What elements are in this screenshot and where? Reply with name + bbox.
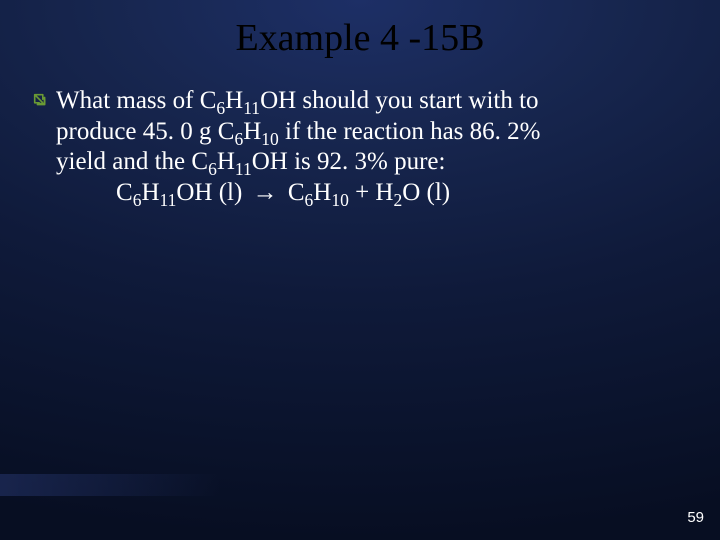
- text-frag: C: [282, 179, 305, 206]
- sub: 10: [331, 190, 349, 210]
- bullet-item: What mass of C6H11OH should you start wi…: [32, 86, 692, 208]
- sub: 2: [393, 190, 402, 210]
- bullet-arrow-icon: [32, 92, 50, 110]
- text-frag: OH is 92. 3% pure:: [252, 148, 446, 175]
- text-frag: H: [225, 87, 243, 114]
- sub: 6: [216, 98, 225, 118]
- slide-title: Example 4 -15B: [0, 0, 720, 60]
- decorative-flare: [0, 474, 220, 496]
- text-frag: if the reaction has 86. 2%: [279, 118, 541, 145]
- line-2: produce 45. 0 g C6H10 if the reaction ha…: [56, 117, 692, 148]
- sub: 6: [305, 190, 314, 210]
- text-frag: OH should you start with to: [260, 87, 538, 114]
- page-number: 59: [687, 509, 704, 526]
- slide: Example 4 -15B What mass of C6H11OH shou…: [0, 0, 720, 540]
- sub: 6: [234, 129, 243, 149]
- text-frag: OH (l): [176, 179, 248, 206]
- reaction-arrow: →: [249, 178, 282, 209]
- sub: 11: [243, 98, 260, 118]
- text-frag: C: [116, 179, 133, 206]
- sub: 11: [235, 159, 252, 179]
- sub: 11: [160, 190, 177, 210]
- text-frag: yield and the C: [56, 148, 208, 175]
- text-frag: H: [243, 118, 261, 145]
- text-frag: H: [313, 179, 331, 206]
- text-frag: H: [217, 148, 235, 175]
- bullet-text: What mass of C6H11OH should you start wi…: [56, 86, 692, 208]
- equation-line: C6H11OH (l) → C6H10 + H2O (l): [56, 178, 692, 209]
- text-frag: produce 45. 0 g C: [56, 118, 234, 145]
- slide-body: What mass of C6H11OH should you start wi…: [32, 86, 692, 208]
- sub: 6: [208, 159, 217, 179]
- sub: 10: [261, 129, 279, 149]
- text-frag: H: [141, 179, 159, 206]
- text-frag: O (l): [402, 179, 450, 206]
- text-frag: What mass of C: [56, 87, 216, 114]
- text-frag: + H: [349, 179, 394, 206]
- line-1: What mass of C6H11OH should you start wi…: [56, 86, 692, 117]
- line-3: yield and the C6H11OH is 92. 3% pure:: [56, 147, 692, 178]
